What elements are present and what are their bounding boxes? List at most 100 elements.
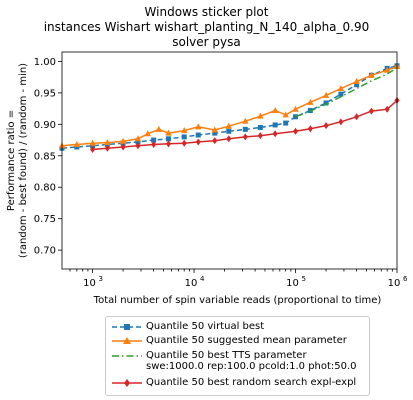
legend-label-virtual-best: Quantile 50 virtual best — [146, 321, 265, 332]
legend-label-random-search: Quantile 50 best random search expl-expl — [146, 377, 357, 388]
series-2 — [295, 67, 398, 118]
x-tick-exponent: 5 — [302, 275, 306, 283]
data-point-square — [195, 132, 201, 138]
data-point-square — [135, 139, 141, 145]
x-tick-label: 10 — [286, 278, 299, 289]
x-tick-label: 10 — [185, 278, 198, 289]
legend-label-best-tts-line-1: Quantile 50 best TTS parameter — [146, 350, 307, 361]
data-point-triangle — [307, 98, 314, 105]
data-point-triangle — [134, 135, 142, 142]
data-point-triangle — [257, 112, 264, 119]
data-point-diamond — [293, 127, 299, 135]
x-tick-exponent: 4 — [200, 275, 205, 283]
data-point-triangle — [119, 137, 127, 144]
series-1 — [58, 62, 401, 149]
data-point-diamond — [195, 138, 201, 146]
y-tick-label: 0.80 — [34, 183, 56, 194]
legend-entry-virtual-best: Quantile 50 virtual best — [106, 321, 264, 333]
data-point-diamond — [307, 125, 313, 133]
data-point-triangle — [155, 125, 163, 132]
data-point-triangle — [282, 111, 289, 118]
legend-label-best-tts-line-2: swe:1000.0 rep:100.0 pcold:1.0 phot:50.0 — [146, 361, 357, 372]
data-point-triangle — [165, 129, 172, 136]
x-axis-label: Total number of spin variable reads (pro… — [93, 295, 382, 306]
data-point-triangle — [180, 127, 188, 134]
data-point-square — [181, 134, 187, 140]
chart-legend: Quantile 50 virtual best Quantile 50 sug… — [105, 316, 370, 396]
series-line-2 — [295, 67, 398, 118]
legend-entry-random-search: Quantile 50 best random search expl-expl — [106, 377, 356, 389]
data-point-diamond — [384, 105, 390, 113]
data-point-square — [212, 130, 218, 136]
data-point-square — [323, 100, 329, 106]
legend-label-best-tts: Quantile 50 best TTS parameter swe:1000.… — [146, 350, 357, 372]
legend-swatch-best-tts — [112, 355, 142, 357]
data-point-square — [74, 144, 80, 150]
data-point-diamond — [165, 140, 171, 148]
data-point-diamond — [354, 113, 360, 121]
y-axis-label-line-1: Performance ratio = — [6, 110, 17, 211]
data-point-diamond — [368, 107, 374, 115]
data-point-triangle — [271, 106, 279, 113]
data-point-square — [151, 137, 157, 143]
line-chart: 10 3 10 4 10 5 10 60.700.750.800.850.900.951.00… — [6, 51, 408, 306]
y-axis-label-line-2: (random - best found) / (random - min) — [18, 63, 29, 258]
data-point-triangle — [383, 66, 391, 73]
x-tick-label: 10 — [388, 278, 401, 289]
data-point-diamond — [104, 144, 110, 152]
data-point-diamond — [120, 143, 126, 151]
data-point-diamond — [151, 140, 157, 148]
legend-entry-best-tts: Quantile 50 best TTS parameter swe:1000.… — [106, 350, 357, 372]
legend-entry-suggested-mean: Quantile 50 suggested mean parameter — [106, 335, 347, 347]
y-tick-label: 0.70 — [34, 246, 56, 257]
data-point-square — [257, 124, 263, 130]
series-line-1 — [61, 65, 398, 147]
plot-frame — [61, 51, 398, 270]
series-3 — [90, 96, 400, 153]
legend-swatch-virtual-best — [112, 324, 142, 330]
data-point-triangle — [225, 122, 232, 129]
data-point-triangle — [292, 105, 299, 112]
data-point-square — [242, 126, 248, 132]
data-point-diamond — [226, 135, 232, 143]
data-point-diamond — [338, 118, 344, 126]
data-point-triangle — [195, 123, 202, 130]
data-point-square — [338, 91, 344, 97]
data-point-square — [226, 128, 232, 134]
data-point-diamond — [257, 132, 263, 140]
series-line-0 — [61, 65, 398, 149]
data-point-diamond — [181, 139, 187, 147]
data-point-square — [272, 122, 278, 128]
chart-title-line-2: instances Wishart wishart_planting_N_140… — [43, 20, 370, 34]
chart-title-line-1: Windows sticker plot — [144, 5, 269, 19]
y-tick-label: 1.00 — [34, 57, 56, 68]
data-point-triangle — [89, 139, 96, 146]
data-point-triangle — [322, 91, 330, 98]
data-point-diamond — [212, 137, 218, 145]
y-tick-label: 0.85 — [34, 151, 56, 162]
x-tick-exponent: 6 — [403, 275, 408, 283]
data-point-triangle — [73, 140, 81, 147]
data-point-square — [90, 143, 96, 149]
y-tick-label: 0.75 — [34, 214, 56, 225]
x-tick-exponent: 3 — [99, 275, 103, 283]
legend-label-suggested-mean: Quantile 50 suggested mean parameter — [146, 335, 347, 346]
data-point-diamond — [135, 142, 141, 150]
data-point-triangle — [104, 139, 111, 146]
data-point-diamond — [90, 145, 96, 153]
data-point-diamond — [272, 130, 278, 138]
chart-title-line-3: solver pysa — [172, 35, 241, 49]
data-point-square — [283, 120, 289, 126]
y-tick-label: 0.95 — [34, 88, 56, 99]
y-tick-label: 0.90 — [34, 120, 56, 131]
data-point-triangle — [337, 84, 345, 91]
data-point-triangle — [368, 71, 375, 78]
legend-swatch-random-search — [112, 379, 142, 387]
data-point-triangle — [353, 78, 360, 85]
data-point-diamond — [323, 122, 329, 130]
data-point-diamond — [242, 133, 248, 141]
data-point-square — [165, 136, 171, 142]
legend-swatch-suggested-mean — [112, 337, 142, 344]
x-tick-label: 10 — [83, 278, 96, 289]
data-point-square — [354, 82, 360, 88]
